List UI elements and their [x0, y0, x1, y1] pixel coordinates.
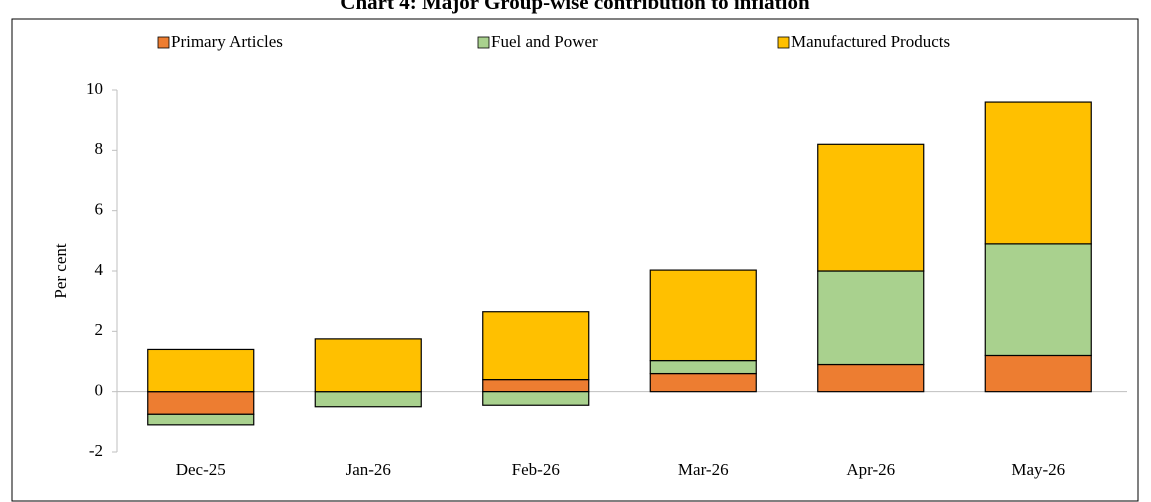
bar-segment — [817, 143, 925, 272]
y-tick-label: 8 — [95, 139, 104, 158]
bar-segment — [984, 354, 1092, 393]
bar-segment — [817, 270, 925, 366]
bar-segment — [482, 379, 590, 393]
legend-label: Primary Articles — [171, 32, 283, 51]
legend-swatch — [477, 36, 490, 49]
bar-segment — [314, 391, 422, 408]
legend-label: Fuel and Power — [491, 32, 598, 51]
bar-segment — [649, 359, 757, 375]
legend-swatch — [157, 36, 170, 49]
x-tick-label: May-26 — [1011, 460, 1065, 479]
legend-label: Manufactured Products — [791, 32, 950, 51]
y-tick-label: 4 — [95, 260, 104, 279]
y-tick-label: 0 — [95, 381, 104, 400]
y-axis-label: Per cent — [51, 243, 70, 299]
x-tick-label: Feb-26 — [512, 460, 560, 479]
chart-title: Chart 4: Major Group-wise contribution t… — [340, 0, 810, 14]
x-tick-label: Jan-26 — [346, 460, 391, 479]
legend-swatch — [777, 36, 790, 49]
y-tick-label: 2 — [95, 320, 104, 339]
bar-segment — [817, 363, 925, 393]
bar-segment — [984, 101, 1092, 245]
bar-segment — [984, 243, 1092, 357]
bar-segment — [482, 391, 590, 406]
y-tick-label: -2 — [89, 441, 103, 460]
bar-segment — [147, 348, 255, 393]
bar-segment — [649, 372, 757, 393]
x-tick-label: Mar-26 — [678, 460, 729, 479]
x-tick-label: Apr-26 — [846, 460, 895, 479]
bar-segment — [147, 413, 255, 426]
x-tick-label: Dec-25 — [176, 460, 226, 479]
bar-segment — [314, 338, 422, 393]
bar-segment — [147, 391, 255, 415]
bar-segment — [482, 311, 590, 381]
bar-segment — [649, 269, 757, 362]
y-tick-label: 10 — [86, 79, 103, 98]
y-tick-label: 6 — [95, 200, 104, 219]
chart-frame — [11, 18, 1139, 502]
